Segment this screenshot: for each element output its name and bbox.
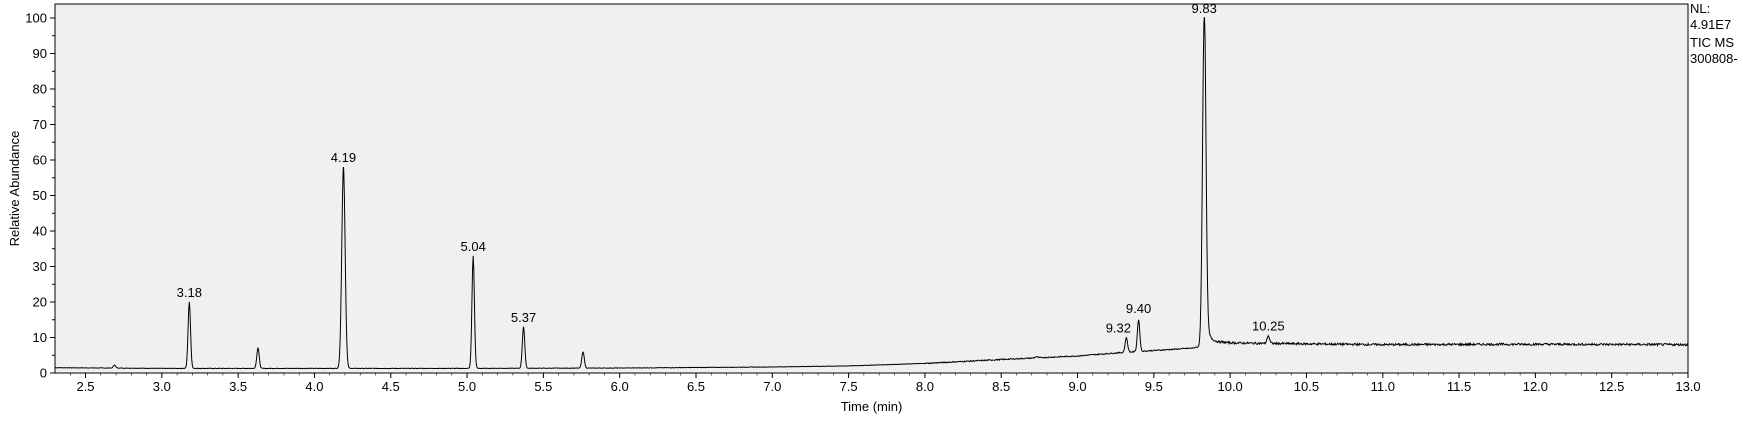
x-tick-label: 6.5 [687,379,705,394]
x-axis-title: Time (min) [841,399,903,414]
x-tick-label: 11.5 [1447,379,1471,394]
x-tick-label: 12.0 [1523,379,1548,394]
y-tick-label: 30 [33,259,47,274]
tic-trace-line [54,17,1689,370]
x-tick-label: 11.0 [1371,379,1395,394]
x-tick-label: 8.0 [916,379,934,394]
peak-label: 9.83 [1192,1,1217,16]
x-tick-label: 6.0 [611,379,629,394]
plot-area [54,3,1689,374]
x-tick-label: 4.5 [382,379,400,394]
y-tick-label: 60 [33,153,47,168]
y-tick-label: 70 [33,117,47,132]
x-tick-label: 7.0 [763,379,781,394]
y-tick-label: 40 [33,224,47,239]
y-tick-label: 90 [33,46,47,61]
nl-value: 4.91E7 [1690,17,1732,32]
x-tick-label: 3.0 [153,379,171,394]
y-tick-label: 20 [33,295,47,310]
x-tick-label: 9.5 [1145,379,1163,394]
peak-label: 4.19 [331,150,356,165]
y-axis: 0 10 20 30 40 50 60 70 80 90 100 [25,11,55,381]
y-tick-label: 10 [33,330,47,345]
y-tick-label: 0 [40,366,47,381]
x-tick-label: 8.5 [992,379,1010,394]
peak-label: 5.04 [461,239,486,254]
x-tick-label: 3.5 [229,379,247,394]
nl-label: NL: [1690,1,1711,16]
x-tick-label: 10.5 [1294,379,1319,394]
x-tick-label: 9.0 [1068,379,1086,394]
y-tick-label: 100 [25,11,47,26]
peak-label: 9.32 [1106,321,1131,336]
peak-label: 9.40 [1126,301,1151,316]
x-axis: 2.5 3.0 3.5 4.0 4.5 5.0 5.5 6.0 6.5 7.0 7.5 8.0 8.5 9… [69,373,1701,394]
x-tick-label: 4.0 [305,379,323,394]
peak-label: 3.18 [177,285,202,300]
y-tick-label: 50 [33,188,47,203]
x-tick-label: 10.0 [1217,379,1242,394]
y-axis-title: Relative Abundance [7,131,22,247]
peak-label: 10.25 [1252,319,1285,334]
x-tick-label: 5.0 [458,379,476,394]
x-tick-label: 2.5 [76,379,94,394]
peak-label: 5.37 [511,310,536,325]
x-tick-label: 13.0 [1675,379,1700,394]
x-tick-label: 7.5 [840,379,858,394]
peak-labels: 3.18 4.19 5.04 5.37 9.32 9.40 9.83 10.25 [177,1,1285,336]
scan-type: TIC MS [1690,35,1735,50]
y-tick-label: 80 [33,82,47,97]
x-tick-label: 12.5 [1599,379,1624,394]
x-tick-label: 5.5 [534,379,552,394]
file-name: 300808- [1690,51,1738,66]
